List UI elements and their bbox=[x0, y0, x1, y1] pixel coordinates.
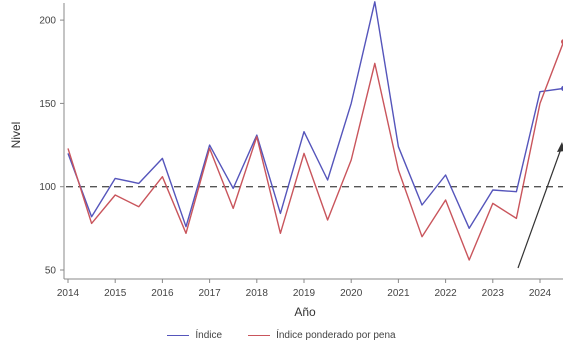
legend-label-indice: Índice bbox=[195, 330, 223, 341]
trend-arrow-annotation bbox=[517, 145, 563, 269]
chart-axes bbox=[60, 3, 563, 283]
y-axis-title: Nivel bbox=[9, 122, 23, 149]
legend-label-ponderado: Índice ponderado por pena bbox=[276, 330, 396, 341]
x-tick-label: 2018 bbox=[246, 288, 269, 299]
series-line-1 bbox=[67, 41, 563, 261]
legend: Índice Índice ponderado por pena bbox=[0, 330, 563, 341]
y-tick-label: 50 bbox=[45, 266, 57, 277]
series-group bbox=[67, 1, 563, 261]
legend-item-indice: Índice bbox=[167, 330, 222, 341]
y-tick-label: 200 bbox=[39, 16, 56, 27]
x-tick-label: 2020 bbox=[340, 288, 363, 299]
x-tick-label: 2015 bbox=[104, 288, 127, 299]
y-tick-label: 100 bbox=[39, 182, 56, 193]
x-tick-label: 2021 bbox=[387, 288, 410, 299]
series-line-0 bbox=[67, 1, 563, 230]
y-tick-label: 150 bbox=[39, 99, 56, 110]
x-tick-label: 2016 bbox=[151, 288, 174, 299]
tick-labels: 2014 2015 2016 2017 2018 2019 2020 2021 2022 2023… bbox=[39, 16, 551, 299]
legend-swatch-ponderado bbox=[248, 335, 271, 336]
x-tick-label: 2017 bbox=[198, 288, 221, 299]
x-tick-label: 2022 bbox=[434, 288, 457, 299]
x-tick-label: 2014 bbox=[57, 288, 80, 299]
trend-arrow-head-icon bbox=[557, 142, 563, 152]
legend-item-ponderado: Índice ponderado por pena bbox=[248, 330, 396, 341]
legend-swatch-indice bbox=[167, 335, 190, 336]
x-tick-label: 2024 bbox=[529, 288, 552, 299]
x-tick-label: 2023 bbox=[482, 288, 505, 299]
x-axis-title: Año bbox=[294, 305, 316, 319]
x-tick-label: 2019 bbox=[293, 288, 316, 299]
